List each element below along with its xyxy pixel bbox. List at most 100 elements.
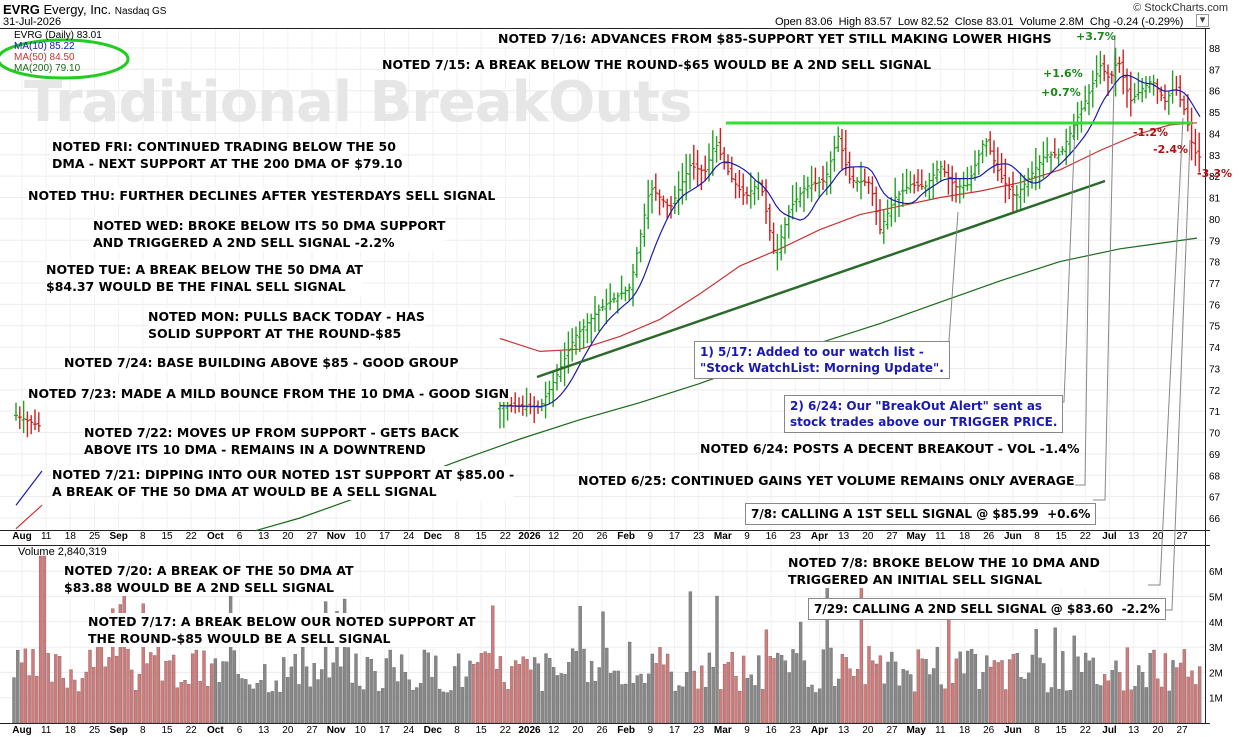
volume-bar bbox=[1133, 686, 1137, 724]
volume-bar bbox=[779, 655, 784, 724]
volume-bar bbox=[228, 584, 233, 724]
volume-bar bbox=[631, 683, 636, 724]
volume-bar bbox=[620, 684, 624, 724]
volume-bar bbox=[114, 655, 119, 724]
x-tick-label: Jul bbox=[1102, 531, 1117, 542]
volume-bar bbox=[821, 649, 826, 724]
legend-ma200: MA(200) 79.10 bbox=[14, 63, 81, 74]
volume-bar bbox=[312, 663, 316, 724]
volume-bar bbox=[1197, 666, 1202, 724]
volume-bar bbox=[1019, 677, 1023, 724]
chevron-down-icon[interactable]: ▾ bbox=[1196, 14, 1209, 27]
x-tick-label: 18 bbox=[65, 531, 77, 542]
x-tick-label: 27 bbox=[1176, 531, 1188, 542]
x-tick-label: Feb bbox=[617, 725, 635, 736]
volume-bar bbox=[339, 666, 343, 724]
pct-plus-3-7: +3.7% bbox=[1076, 30, 1116, 43]
volume-bar bbox=[42, 555, 47, 724]
volume-bar bbox=[586, 682, 590, 724]
volume-bar bbox=[969, 649, 974, 724]
volume-bar bbox=[605, 647, 609, 724]
x-tick-label: 10 bbox=[355, 531, 367, 542]
volume-bar bbox=[1015, 652, 1019, 724]
x-tick-label: 20 bbox=[1152, 531, 1164, 542]
volume-bar bbox=[517, 664, 522, 724]
volume-bar bbox=[1102, 674, 1107, 724]
volume-bar bbox=[540, 691, 544, 724]
volume-bar bbox=[798, 621, 803, 724]
x-tick-label: 17 bbox=[379, 531, 391, 542]
volume-bar bbox=[901, 669, 905, 724]
x-tick-label: 20 bbox=[572, 725, 584, 736]
volume-bar bbox=[551, 667, 556, 724]
volume-bar bbox=[331, 662, 335, 724]
volume-bar bbox=[795, 653, 799, 724]
x-tick-label: 18 bbox=[959, 725, 971, 736]
volume-bar bbox=[1026, 672, 1031, 724]
volume-bar bbox=[1049, 687, 1054, 724]
ticker-title: EVRG Evergy, Inc. Nasdaq GS bbox=[3, 2, 166, 17]
volume-bar bbox=[217, 682, 221, 724]
x-tick-label: 16 bbox=[766, 725, 778, 736]
y-tick-label: 69 bbox=[1209, 450, 1221, 461]
pct-minus-3-3: -3.3% bbox=[1197, 167, 1233, 180]
note-6-24: NOTED 6/24: POSTS A DECENT BREAKOUT - VO… bbox=[700, 440, 1080, 457]
volume-bar bbox=[525, 659, 529, 724]
y-tick-label: 66 bbox=[1209, 514, 1221, 525]
volume-bar bbox=[1072, 635, 1076, 724]
volume-bar bbox=[909, 674, 913, 724]
volume-bar bbox=[1068, 690, 1073, 724]
volume-bar bbox=[118, 604, 123, 724]
volume-bar bbox=[973, 654, 978, 724]
volume-bar bbox=[715, 595, 719, 724]
note-7-8: NOTED 7/8: BROKE BELOW THE 10 DMA AND TR… bbox=[788, 554, 1100, 588]
volume-bar bbox=[1038, 657, 1042, 724]
x-tick-label: 22 bbox=[500, 531, 512, 542]
volume-bar bbox=[931, 668, 936, 724]
x-tick-label: Jun bbox=[1004, 725, 1022, 736]
volume-bar bbox=[1156, 678, 1160, 724]
x-tick-label: 8 bbox=[1034, 531, 1040, 542]
x-tick-label: 18 bbox=[65, 725, 77, 736]
volume-bar bbox=[373, 671, 377, 724]
volume-bar bbox=[1061, 651, 1065, 724]
volume-bar bbox=[358, 685, 362, 724]
volume-bar bbox=[479, 653, 484, 724]
volume-bar bbox=[764, 629, 769, 724]
volume-axis: 1M 2M 3M 4M 5M 6M bbox=[1209, 567, 1223, 705]
volume-bar bbox=[920, 658, 924, 724]
y-tick-label: 72 bbox=[1209, 386, 1221, 397]
x-tick-label: 8 bbox=[1034, 725, 1040, 736]
volume-bar bbox=[403, 672, 408, 724]
note-7-21: NOTED 7/21: DIPPING INTO OUR NOTED 1ST S… bbox=[52, 466, 515, 500]
volume-bar bbox=[50, 681, 54, 724]
watermark: Traditional BreakOuts bbox=[24, 70, 692, 135]
pct-plus-1-6: +1.6% bbox=[1043, 67, 1083, 80]
x-tick-label: 12 bbox=[548, 531, 560, 542]
volume-bar bbox=[354, 653, 358, 724]
volume-bar bbox=[456, 653, 461, 724]
x-tick-label: 18 bbox=[959, 531, 971, 542]
volume-bar bbox=[1121, 690, 1126, 724]
x-tick-label: 24 bbox=[403, 531, 415, 542]
volume-bar bbox=[1057, 688, 1061, 724]
volume-bar bbox=[890, 651, 894, 724]
volume-bar bbox=[825, 574, 829, 724]
volume-bar bbox=[544, 653, 548, 724]
x-tick-label: 9 bbox=[648, 531, 654, 542]
volume-bar bbox=[1152, 649, 1156, 724]
volume-bar bbox=[650, 653, 655, 724]
y-tick-label: 80 bbox=[1209, 215, 1221, 226]
x-tick-label: Sep bbox=[109, 531, 127, 542]
volume-bar bbox=[950, 683, 955, 724]
volume-bar bbox=[194, 649, 199, 724]
volume-bar bbox=[608, 673, 613, 724]
x-tick-label: 27 bbox=[886, 531, 898, 542]
volume-bar bbox=[627, 641, 632, 724]
volume-bar bbox=[198, 681, 202, 724]
volume-bar bbox=[681, 686, 685, 724]
volume-bar bbox=[411, 689, 415, 724]
volume-bar bbox=[882, 683, 886, 724]
y-tick-label: 76 bbox=[1209, 300, 1221, 311]
x-tick-label: 22 bbox=[1080, 531, 1092, 542]
